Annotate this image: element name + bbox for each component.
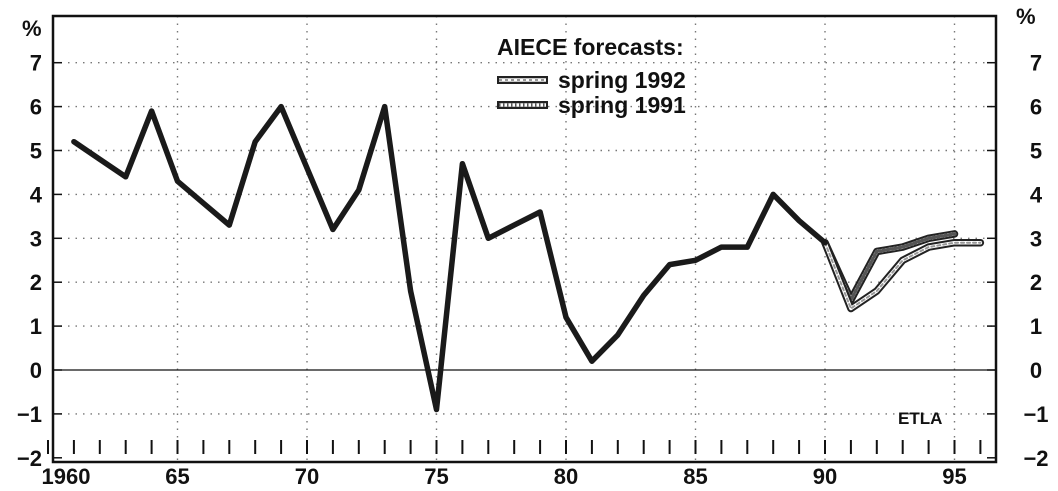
legend-label: spring 1991 (558, 92, 686, 118)
y-axis-unit-left: % (22, 16, 42, 41)
legend-item: spring 1991 (497, 92, 686, 118)
y-axis-left: −2 −1 0 1 2 3 4 5 6 7 (17, 51, 62, 471)
series-actual-line (71, 103, 828, 413)
series-spring-1992-hatch (824, 241, 982, 310)
y-tick-label-left: 7 (30, 51, 42, 76)
x-tick-label: 75 (424, 464, 448, 489)
x-tick-label: 85 (683, 464, 707, 489)
y-tick-label-right: 4 (1030, 182, 1043, 207)
x-axis: 1960 65 70 75 80 85 90 95 (42, 464, 967, 489)
y-axis-right: −2 −1 0 1 2 3 4 5 6 7 (987, 51, 1049, 471)
y-tick-label-right: −1 (1023, 402, 1048, 427)
y-tick-label-left: 2 (30, 270, 42, 295)
x-tick-label: 90 (813, 464, 837, 489)
y-tick-label-left: 4 (30, 182, 43, 207)
x-tick-label: 95 (942, 464, 966, 489)
x-tick-label: 70 (295, 464, 319, 489)
series-spring-1992-fill (823, 240, 983, 311)
y-axis-unit-right: % (1016, 4, 1036, 29)
y-tick-label-left: −2 (17, 446, 42, 471)
y-tick-label-left: 6 (30, 95, 42, 120)
x-tick-label: 65 (165, 464, 189, 489)
series-layer (71, 103, 985, 413)
y-tick-label-right: 0 (1030, 358, 1042, 383)
x-tick-label: 80 (554, 464, 578, 489)
y-tick-label-right: 3 (1030, 226, 1042, 251)
y-tick-label-right: −2 (1023, 446, 1048, 471)
y-tick-label-right: 2 (1030, 270, 1042, 295)
y-tick-label-right: 6 (1030, 95, 1042, 120)
y-tick-label-right: 7 (1030, 51, 1042, 76)
legend-item: spring 1992 (497, 67, 686, 93)
y-tick-label-left: 5 (30, 139, 42, 164)
x-tick-label: 1960 (42, 464, 91, 489)
legend-title: AIECE forecasts: (497, 34, 684, 60)
x-axis-minor-ticks (47, 440, 982, 454)
y-tick-label-right: 1 (1030, 314, 1042, 339)
y-tick-label-left: 3 (30, 226, 42, 251)
y-tick-label-left: −1 (17, 402, 42, 427)
y-tick-label-left: 1 (30, 314, 42, 339)
y-tick-label-right: 5 (1030, 139, 1042, 164)
y-tick-label-left: 0 (30, 358, 42, 383)
legend-label: spring 1992 (558, 67, 686, 93)
source-label: ETLA (898, 409, 942, 428)
